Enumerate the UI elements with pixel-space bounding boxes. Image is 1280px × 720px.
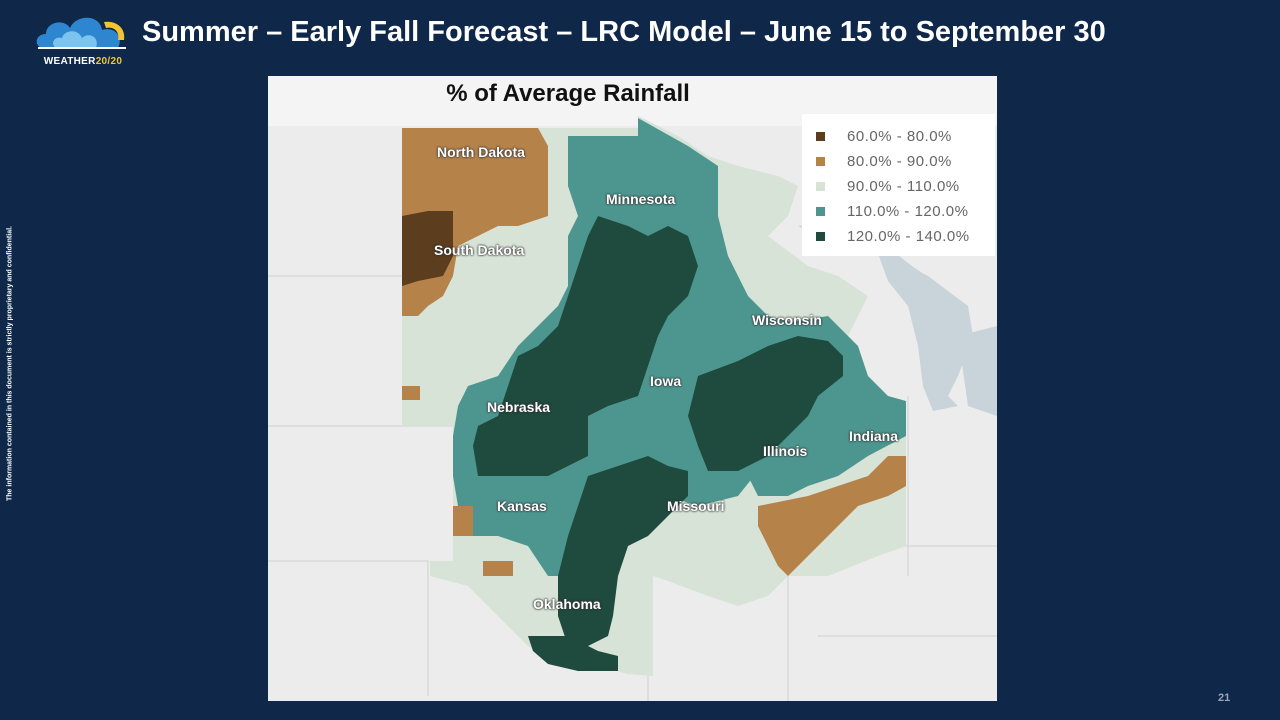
legend-swatch [816,181,825,191]
legend-item: 110.0% - 120.0% [816,201,968,221]
legend-item: 90.0% - 110.0% [816,176,960,196]
state-label-illinois: Illinois [763,443,808,459]
state-label-iowa: Iowa [650,373,682,389]
rainfall-map: % of Average Rainfall 60.0% - 80.0% 80.0… [268,76,997,701]
page-number: 21 [1218,692,1231,704]
state-label-kansas: Kansas [497,498,547,514]
state-label-minnesota: Minnesota [606,191,676,207]
legend-swatch [816,231,825,241]
lake-huron [958,326,997,416]
logo-text: WEATHER20/20 [43,56,123,67]
state-label-oklahoma: Oklahoma [533,596,601,612]
map-title: % of Average Rainfall [446,80,690,107]
confidentiality-note: The information contained in this docume… [6,226,14,501]
legend-swatch [816,131,825,141]
state-label-indiana: Indiana [849,428,899,444]
state-label-wisconsin: Wisconsin [752,312,822,328]
state-label-north-dakota: North Dakota [437,144,525,160]
legend-swatch [816,206,825,216]
state-label-missouri: Missouri [667,498,725,514]
legend-item: 120.0% - 140.0% [816,226,970,246]
slide-title: Summer – Early Fall Forecast – LRC Model… [142,16,1106,48]
lake-michigan [868,226,973,411]
state-label-south-dakota: South Dakota [434,242,525,258]
state-label-nebraska: Nebraska [487,399,551,415]
map-legend: 60.0% - 80.0% 80.0% - 90.0% 90.0% - 110.… [802,114,995,256]
legend-item: 80.0% - 90.0% [816,151,952,171]
legend-item: 60.0% - 80.0% [816,126,952,146]
weather2020-logo: WEATHER20/20 [28,8,138,72]
cloud-logo-icon [36,17,126,49]
legend-swatch [816,156,825,166]
